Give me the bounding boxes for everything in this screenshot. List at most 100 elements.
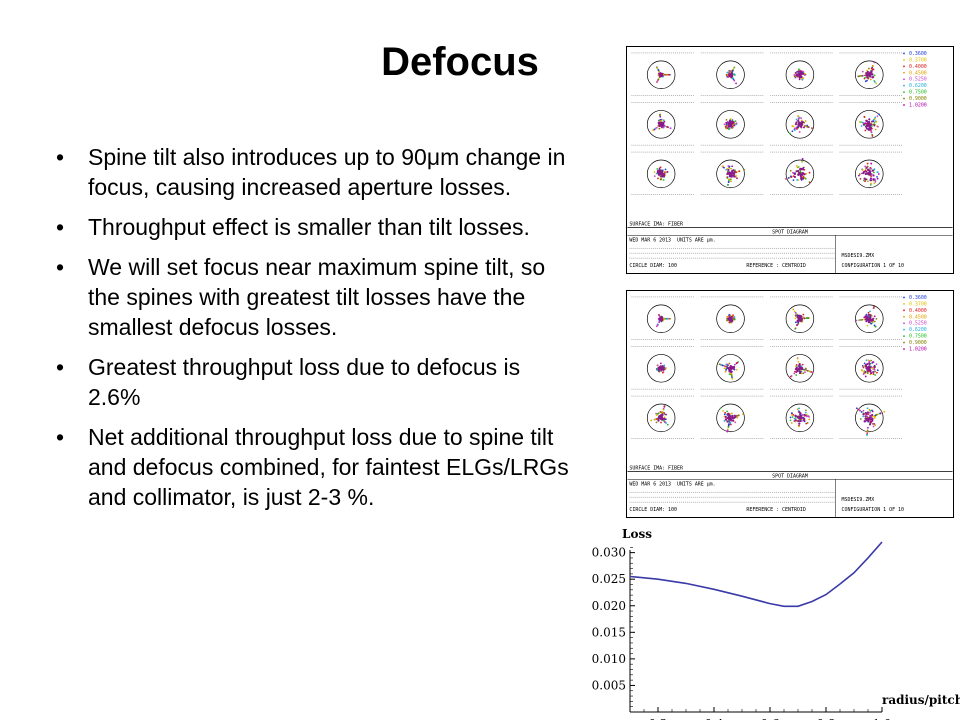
legend-marker: [903, 296, 905, 299]
spot-point: [798, 78, 801, 81]
spot-point: [863, 362, 866, 365]
spot-point: [869, 314, 872, 317]
wavelength-legend-item: 1.0200: [909, 102, 927, 108]
spot-diagram-image-1: 0.3600 0.3700 0.4000 0.4500 0.5250 0.6200 0.75…: [626, 46, 954, 274]
spot-point: [855, 319, 858, 322]
spot-point: [738, 170, 741, 173]
spot-point: [857, 174, 860, 177]
loss-chart-svg: Loss radius/pitch 0.005 0.010 0.015 0.020 0.…: [592, 527, 960, 720]
airy-circle: [716, 60, 745, 89]
spot-point: [878, 113, 881, 116]
spot-point: [867, 359, 870, 362]
spot-point: [666, 317, 669, 320]
spot-point: [870, 167, 873, 170]
spot-point: [868, 416, 871, 420]
spot-point: [794, 419, 797, 422]
wavelength-legend-item: 0.9000: [909, 340, 927, 346]
spot-point: [873, 168, 876, 171]
spot-point: [664, 73, 667, 76]
spot-point: [868, 71, 871, 74]
spot-point: [656, 324, 659, 327]
spot-point: [663, 120, 666, 123]
spot-point: [733, 363, 736, 366]
spot-point: [803, 317, 806, 320]
spot-point: [663, 364, 666, 367]
spot-point: [794, 123, 797, 126]
bullet-list: • Spine tilt also introduces up to 90μm …: [48, 142, 578, 522]
spot-point: [875, 120, 878, 123]
spot-point: [794, 321, 797, 324]
spot-point: [723, 420, 726, 422]
spot-point: [723, 413, 726, 416]
spot-point: [721, 364, 724, 367]
spot-point: [870, 175, 873, 178]
spot-point: [861, 364, 864, 367]
spot-point: [790, 175, 792, 178]
airy-circle: [785, 354, 815, 383]
spot-configuration: CONFIGURATION 1 OF 10: [842, 263, 904, 269]
spot-point: [871, 76, 874, 79]
spot-point: [730, 375, 733, 377]
spot-point: [871, 135, 874, 137]
spot-point: [809, 181, 811, 184]
spot-point: [872, 373, 875, 375]
spot-point: [727, 424, 730, 427]
wavelength-legend-item: 0.7500: [909, 334, 927, 340]
spot-point: [796, 74, 799, 77]
spot-point: [805, 409, 807, 412]
spot-point: [725, 365, 728, 368]
spot-point: [785, 177, 787, 180]
spot-point: [791, 125, 794, 127]
spot-point: [872, 118, 875, 121]
spot-point: [655, 414, 658, 416]
bullet-text: Net additional throughput loss due to sp…: [88, 424, 569, 510]
spot-point: [868, 75, 871, 78]
spot-point: [875, 363, 878, 366]
spot-point: [865, 366, 868, 369]
spot-point: [797, 119, 800, 122]
spot-point: [660, 125, 664, 129]
spot-point: [726, 176, 729, 179]
x-tick-label: 0.6: [760, 717, 779, 720]
spot-point: [800, 75, 803, 79]
spot-point: [802, 419, 806, 422]
x-tick-label: 0.2: [648, 717, 667, 720]
spot-point: [663, 421, 666, 423]
spot-point: [861, 369, 864, 372]
spot-point: [662, 419, 665, 422]
spot-point: [660, 368, 663, 371]
spot-point: [870, 126, 873, 130]
spot-point: [798, 416, 802, 419]
spot-point: [659, 362, 662, 365]
spot-point: [872, 174, 875, 177]
spot-point: [650, 419, 653, 422]
spot-point: [867, 311, 870, 314]
spot-point: [858, 173, 861, 176]
spot-point: [859, 418, 862, 420]
spot-point: [874, 374, 877, 376]
spot-point: [855, 407, 858, 410]
spot-point: [872, 425, 875, 428]
spot-point: [656, 168, 659, 170]
spot-point: [872, 367, 875, 370]
spot-point: [867, 128, 870, 131]
spot-point: [868, 370, 870, 373]
spot-point: [798, 407, 801, 410]
wavelength-legend: 0.36000.37000.40000.45000.52500.62000.75…: [903, 51, 927, 108]
spot-point: [653, 175, 656, 178]
y-tick-label: 0.005: [592, 678, 626, 692]
wavelength-legend-item: 0.5250: [909, 321, 927, 327]
spot-point: [656, 412, 659, 415]
spot-point: [879, 412, 882, 415]
spot-point: [802, 176, 805, 178]
spot-point: [657, 78, 660, 81]
x-axis-label: radius/pitch: [882, 693, 960, 707]
spot-point: [869, 411, 871, 414]
spot-date: WED MAR 6 2013: [629, 237, 671, 243]
spot-point: [725, 74, 728, 76]
spot-point: [865, 313, 868, 316]
spot-point: [662, 317, 665, 320]
y-tick-label: 0.020: [592, 599, 626, 613]
spot-point: [660, 317, 663, 320]
spot-point: [806, 421, 809, 424]
